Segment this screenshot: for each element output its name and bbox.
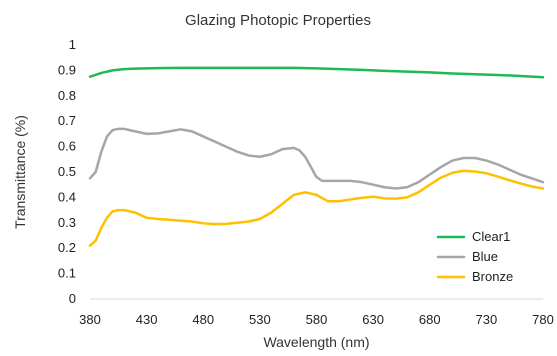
series-line-blue [88, 127, 545, 190]
x-axis-label: Wavelength (nm) [263, 334, 369, 350]
legend-label-clear1: Clear1 [472, 229, 510, 244]
series-line-clear1 [88, 66, 545, 79]
x-tick-label: 780 [532, 312, 554, 327]
y-axis-ticks: 0 0.1 0.2 0.3 0.4 0.5 0.6 0.7 0.8 0.9 1 [58, 37, 76, 306]
y-tick-label: 0.4 [58, 189, 76, 204]
x-axis-ticks: 380 430 480 530 580 630 680 730 780 [79, 312, 554, 327]
series-line-bronze [88, 169, 545, 247]
legend: Clear1 Blue Bronze [436, 229, 513, 284]
x-tick-label: 630 [362, 312, 384, 327]
chart-title: Glazing Photopic Properties [185, 12, 371, 29]
x-tick-label: 480 [192, 312, 214, 327]
x-tick-label: 430 [136, 312, 158, 327]
y-tick-label: 1 [69, 37, 76, 52]
x-tick-label: 730 [476, 312, 498, 327]
y-axis-label: Transmittance (%) [12, 115, 28, 229]
legend-label-bronze: Bronze [472, 269, 513, 284]
x-tick-label: 680 [419, 312, 441, 327]
y-tick-label: 0.3 [58, 215, 76, 230]
y-tick-label: 0.6 [58, 139, 76, 154]
y-tick-label: 0.1 [58, 266, 76, 281]
x-tick-label: 530 [249, 312, 271, 327]
legend-label-blue: Blue [472, 249, 498, 264]
y-tick-label: 0 [69, 291, 76, 306]
y-tick-label: 0.9 [58, 62, 76, 77]
y-tick-label: 0.5 [58, 164, 76, 179]
x-tick-label: 380 [79, 312, 101, 327]
y-tick-label: 0.7 [58, 113, 76, 128]
series-layer [88, 66, 545, 247]
x-tick-label: 580 [306, 312, 328, 327]
y-tick-label: 0.2 [58, 240, 76, 255]
y-tick-label: 0.8 [58, 88, 76, 103]
